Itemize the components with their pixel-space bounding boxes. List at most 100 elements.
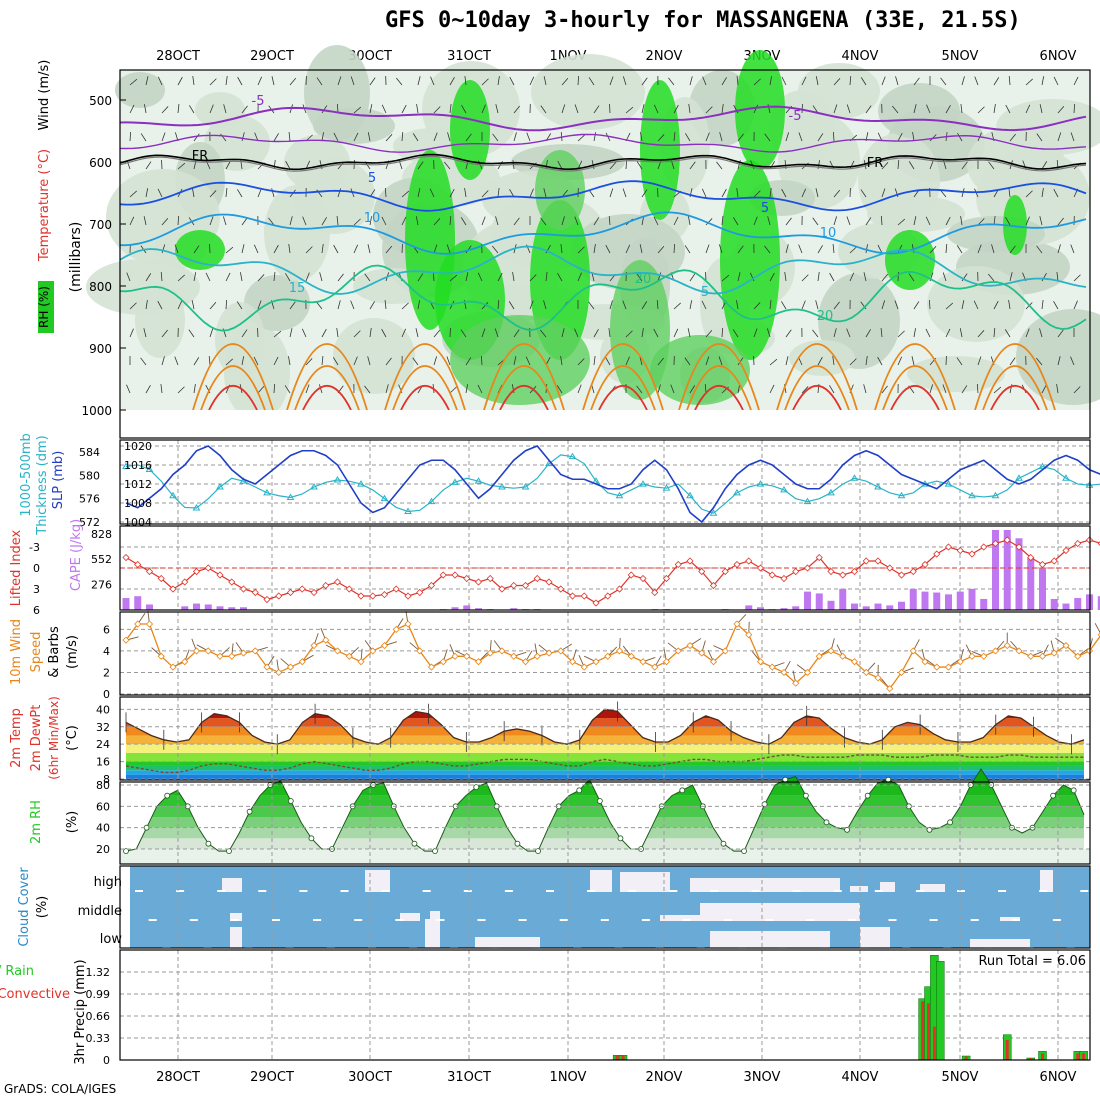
- wind-barb: [1009, 160, 1013, 170]
- wind-barb: [540, 105, 547, 114]
- wind-barb: [257, 385, 265, 394]
- li-marker: [392, 585, 400, 593]
- wind-barb: [160, 271, 163, 282]
- wind-barb: [1057, 217, 1064, 226]
- li-marker: [733, 560, 741, 569]
- wind-barb: [412, 133, 419, 142]
- wind-barb: [369, 77, 376, 86]
- wind-barb: [829, 385, 835, 394]
- wind-barb: [188, 329, 195, 338]
- wind-barb: [849, 160, 855, 170]
- wind-barb: [959, 328, 963, 338]
- wind-barb: [670, 160, 675, 170]
- thickness-marker: [498, 483, 506, 490]
- li-marker: [1003, 536, 1011, 544]
- isotherm-freezing: [119, 153, 1087, 171]
- wind-barb: [977, 106, 985, 114]
- thickness-marker: [192, 504, 201, 511]
- wind-speed-marker: [662, 658, 671, 666]
- wind-barb: [721, 216, 724, 226]
- temp-axis-label-1: 2m Temp: [9, 708, 24, 768]
- wind-barb: [577, 75, 580, 86]
- wind-barb: [333, 357, 339, 366]
- rh-marker: [802, 792, 809, 799]
- li-marker: [580, 592, 588, 600]
- wind-panel-frame: [119, 611, 1091, 696]
- wind-barb: [129, 104, 135, 114]
- wind-speed-marker: [1027, 652, 1035, 660]
- wind-barb: [1057, 105, 1065, 114]
- wind-barb: [625, 330, 633, 338]
- wind-barb: [1039, 328, 1043, 338]
- wind-axis-label-3: & Barbs: [47, 626, 62, 678]
- wind-barb: [333, 244, 339, 254]
- li-tick-label: -3: [29, 541, 40, 554]
- wind-speed-marker: [909, 647, 917, 655]
- wind-barb: [417, 300, 420, 310]
- wind-barb: [1073, 274, 1081, 282]
- wind-barb: [177, 104, 180, 114]
- li-axis-label: Lifted Index: [9, 529, 24, 606]
- cloud-bar-thin: [641, 919, 650, 921]
- wind-barb: [396, 77, 403, 86]
- precip-convective-bar: [1029, 1058, 1033, 1060]
- wind-barb: [460, 329, 467, 338]
- rh-marker: [411, 840, 418, 847]
- thickness-marker: [827, 488, 835, 496]
- wind-barb: [449, 77, 455, 86]
- wind-barb: [433, 218, 441, 226]
- wind-barb: [140, 357, 147, 366]
- surface-isotherm: [784, 365, 850, 411]
- wind-barb: [897, 330, 905, 338]
- wind-barb: [492, 245, 499, 254]
- contour-label: 5: [368, 171, 376, 186]
- li-marker: [204, 564, 212, 572]
- wind-barb: [177, 386, 185, 394]
- wind-barb: [369, 301, 375, 310]
- precip-convective-bar: [921, 1001, 925, 1060]
- wind-barb: [833, 189, 841, 198]
- wind-barb: [417, 188, 421, 198]
- contour-label: -5: [789, 109, 802, 124]
- wind-barb: [897, 159, 900, 170]
- wind-barb: [1073, 300, 1078, 310]
- wind-barb: [961, 300, 965, 310]
- wind-barb: [908, 273, 915, 282]
- wind-barb: [929, 246, 937, 254]
- rh-marker: [535, 848, 541, 855]
- li-marker: [239, 585, 248, 593]
- wind-barb: [894, 300, 899, 310]
- wind-barb: [1036, 133, 1043, 142]
- wind-barb: [337, 76, 342, 86]
- wind-barb: [705, 132, 710, 142]
- li-marker: [651, 588, 659, 597]
- rh-high-region: [175, 230, 225, 270]
- wind-barb: [1070, 356, 1075, 366]
- cloud-bar: [400, 913, 420, 921]
- wind-barb: [129, 131, 132, 142]
- cape-bar: [134, 596, 142, 610]
- cloud-bar: [620, 872, 670, 892]
- wind-barb: [753, 78, 761, 86]
- li-marker: [980, 543, 988, 551]
- thickness-line: [125, 454, 1100, 514]
- wind-barb: [177, 300, 183, 310]
- wind-speed-marker: [369, 647, 377, 655]
- cloud-bar-thin: [888, 919, 897, 921]
- li-marker: [557, 585, 565, 593]
- wind-barb: [381, 104, 387, 114]
- wind-barb: [1036, 245, 1043, 254]
- sounding-ylabel: (millibars): [68, 222, 84, 293]
- surface-isotherm: [302, 384, 352, 411]
- contour-label: -5: [252, 94, 265, 109]
- cloud-bar: [430, 911, 440, 921]
- wind-speed-marker: [674, 647, 682, 655]
- wind-barb: [961, 385, 968, 394]
- slp-tick-label: 1004: [124, 516, 152, 529]
- wind-speed-marker: [416, 647, 424, 655]
- cape-bar: [122, 598, 130, 610]
- cloud-bar-thin: [600, 919, 609, 921]
- wind-barb: [209, 78, 217, 86]
- wind-barb: [860, 189, 867, 198]
- wind-barb: [543, 188, 547, 198]
